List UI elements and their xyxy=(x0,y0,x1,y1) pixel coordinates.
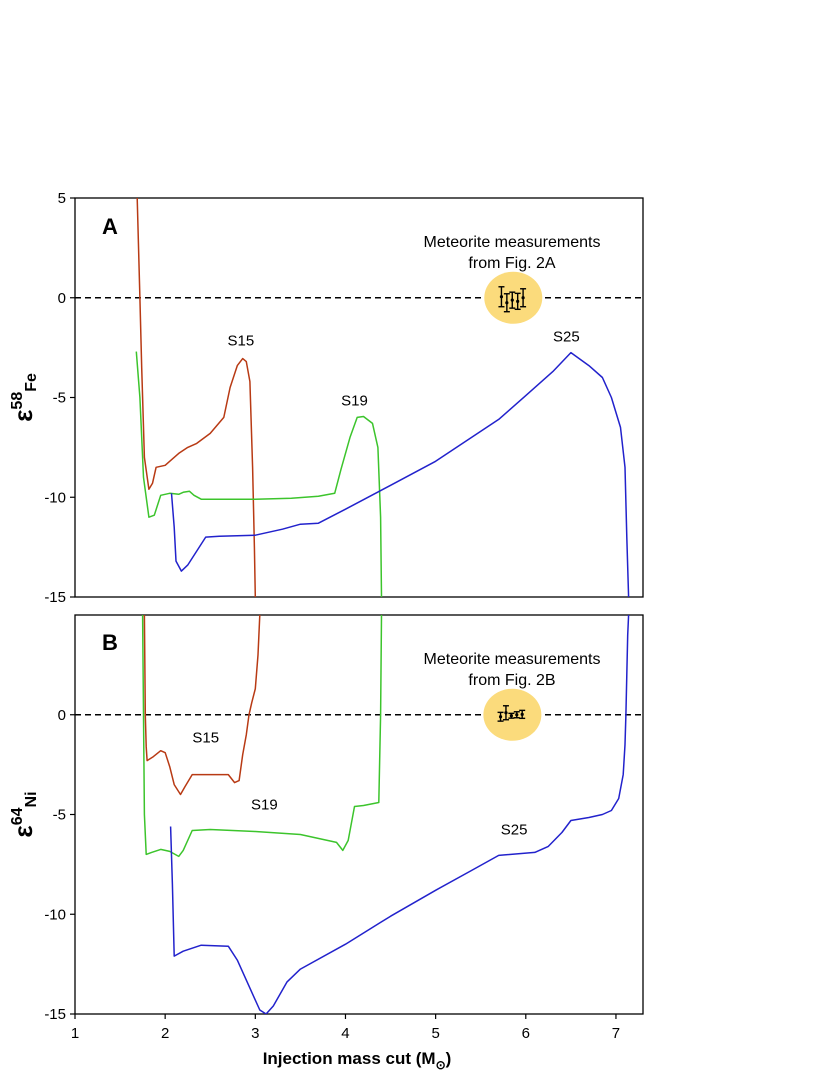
x-axis-title: Injection mass cut (M⊙) xyxy=(263,1049,452,1072)
annotation-line: Meteorite measurements xyxy=(424,651,601,668)
x-tick-label: 3 xyxy=(251,1025,259,1042)
plot-frame xyxy=(74,614,644,1015)
y-tick-label: -10 xyxy=(44,906,66,923)
meteorite-point xyxy=(520,712,524,716)
y-axis-title-superscript: 58 xyxy=(9,392,26,410)
x-tick-label: 6 xyxy=(522,1025,530,1042)
series-label-s19: S19 xyxy=(251,797,278,814)
meteorite-point xyxy=(510,298,514,302)
y-tick-label: -5 xyxy=(53,807,66,824)
x-axis-title-end: ) xyxy=(446,1049,452,1068)
series-label-s25: S25 xyxy=(553,329,580,346)
meteorite-point xyxy=(515,713,519,717)
series-line-s15 xyxy=(143,615,261,796)
panel-label: A xyxy=(102,214,118,239)
annotation-line: from Fig. 2A xyxy=(468,255,555,272)
x-tick-label: 4 xyxy=(341,1025,349,1042)
meteorite-point xyxy=(505,301,509,305)
y-axis-title: ε64Ni xyxy=(8,791,40,837)
meteorite-error-bar xyxy=(520,288,527,308)
y-tick-label: -15 xyxy=(44,589,66,606)
x-axis-title-sub: ⊙ xyxy=(436,1058,446,1072)
meteorite-point xyxy=(509,714,513,718)
series-line-s25 xyxy=(170,351,630,597)
panel-a: 5 0 -5 -10 -15 S15 S19 S25 Meteorite measurement… xyxy=(8,190,644,606)
series-line-s19 xyxy=(141,615,383,858)
panel-label: B xyxy=(102,630,118,655)
annotation-line: from Fig. 2B xyxy=(468,672,555,689)
plot-area xyxy=(141,615,630,1014)
meteorite-error-bar xyxy=(502,705,509,721)
meteorite-point xyxy=(521,296,525,300)
meteorite-error-bar xyxy=(514,292,521,311)
y-axis-title-subscript: Ni xyxy=(23,791,40,807)
meteorite-error-bar xyxy=(503,293,510,313)
y-tick-label: -15 xyxy=(44,1006,66,1023)
y-axis-title-superscript: 64 xyxy=(9,807,26,825)
x-tick-label: 7 xyxy=(612,1025,620,1042)
meteorite-point xyxy=(504,711,508,715)
meteorite-highlight xyxy=(484,271,543,324)
meteorite-point xyxy=(498,715,503,719)
x-tick-label: 1 xyxy=(71,1025,79,1042)
meteorite-point xyxy=(499,295,504,299)
series-label-s15: S15 xyxy=(192,730,219,747)
meteorite-error-bar xyxy=(497,711,504,722)
meteorite-error-bar xyxy=(519,709,526,720)
plot-area xyxy=(135,198,630,597)
series-label-s25: S25 xyxy=(501,821,528,838)
y-axis-title: ε58Fe xyxy=(8,373,40,422)
x-tick-label: 2 xyxy=(161,1025,169,1042)
y-axis-title-symbol: ε xyxy=(8,410,38,422)
meteorite-error-bar xyxy=(513,711,520,719)
series-label-s19: S19 xyxy=(341,392,368,409)
y-tick-label: 0 xyxy=(58,707,66,724)
panel-b: 0 -5 -10 -15 S15 S19 S25 Meteorite measurements… xyxy=(8,614,644,1023)
meteorite-error-bar xyxy=(498,286,505,308)
series-line-s19 xyxy=(135,351,383,597)
y-axis-title-subscript: Fe xyxy=(23,373,40,392)
y-axis-title-symbol: ε xyxy=(8,825,38,837)
y-tick-label: -10 xyxy=(44,489,66,506)
x-axis-title-main: Injection mass cut (M xyxy=(263,1049,436,1068)
x-tick-label: 5 xyxy=(431,1025,439,1042)
plot-frame xyxy=(74,197,644,598)
meteorite-error-bar xyxy=(509,291,516,309)
series-line-s15 xyxy=(136,198,257,597)
shared-x-axis: 1 2 3 4 5 6 7 xyxy=(71,1014,620,1042)
meteorite-error-bar xyxy=(508,712,515,719)
series-label-s15: S15 xyxy=(228,333,255,350)
meteorite-point xyxy=(516,299,520,303)
annotation-line: Meteorite measurements xyxy=(424,234,601,251)
y-tick-label: -5 xyxy=(53,390,66,407)
y-tick-label: 5 xyxy=(58,190,66,207)
y-tick-label: 0 xyxy=(58,290,66,307)
series-line-s25 xyxy=(169,615,630,1014)
